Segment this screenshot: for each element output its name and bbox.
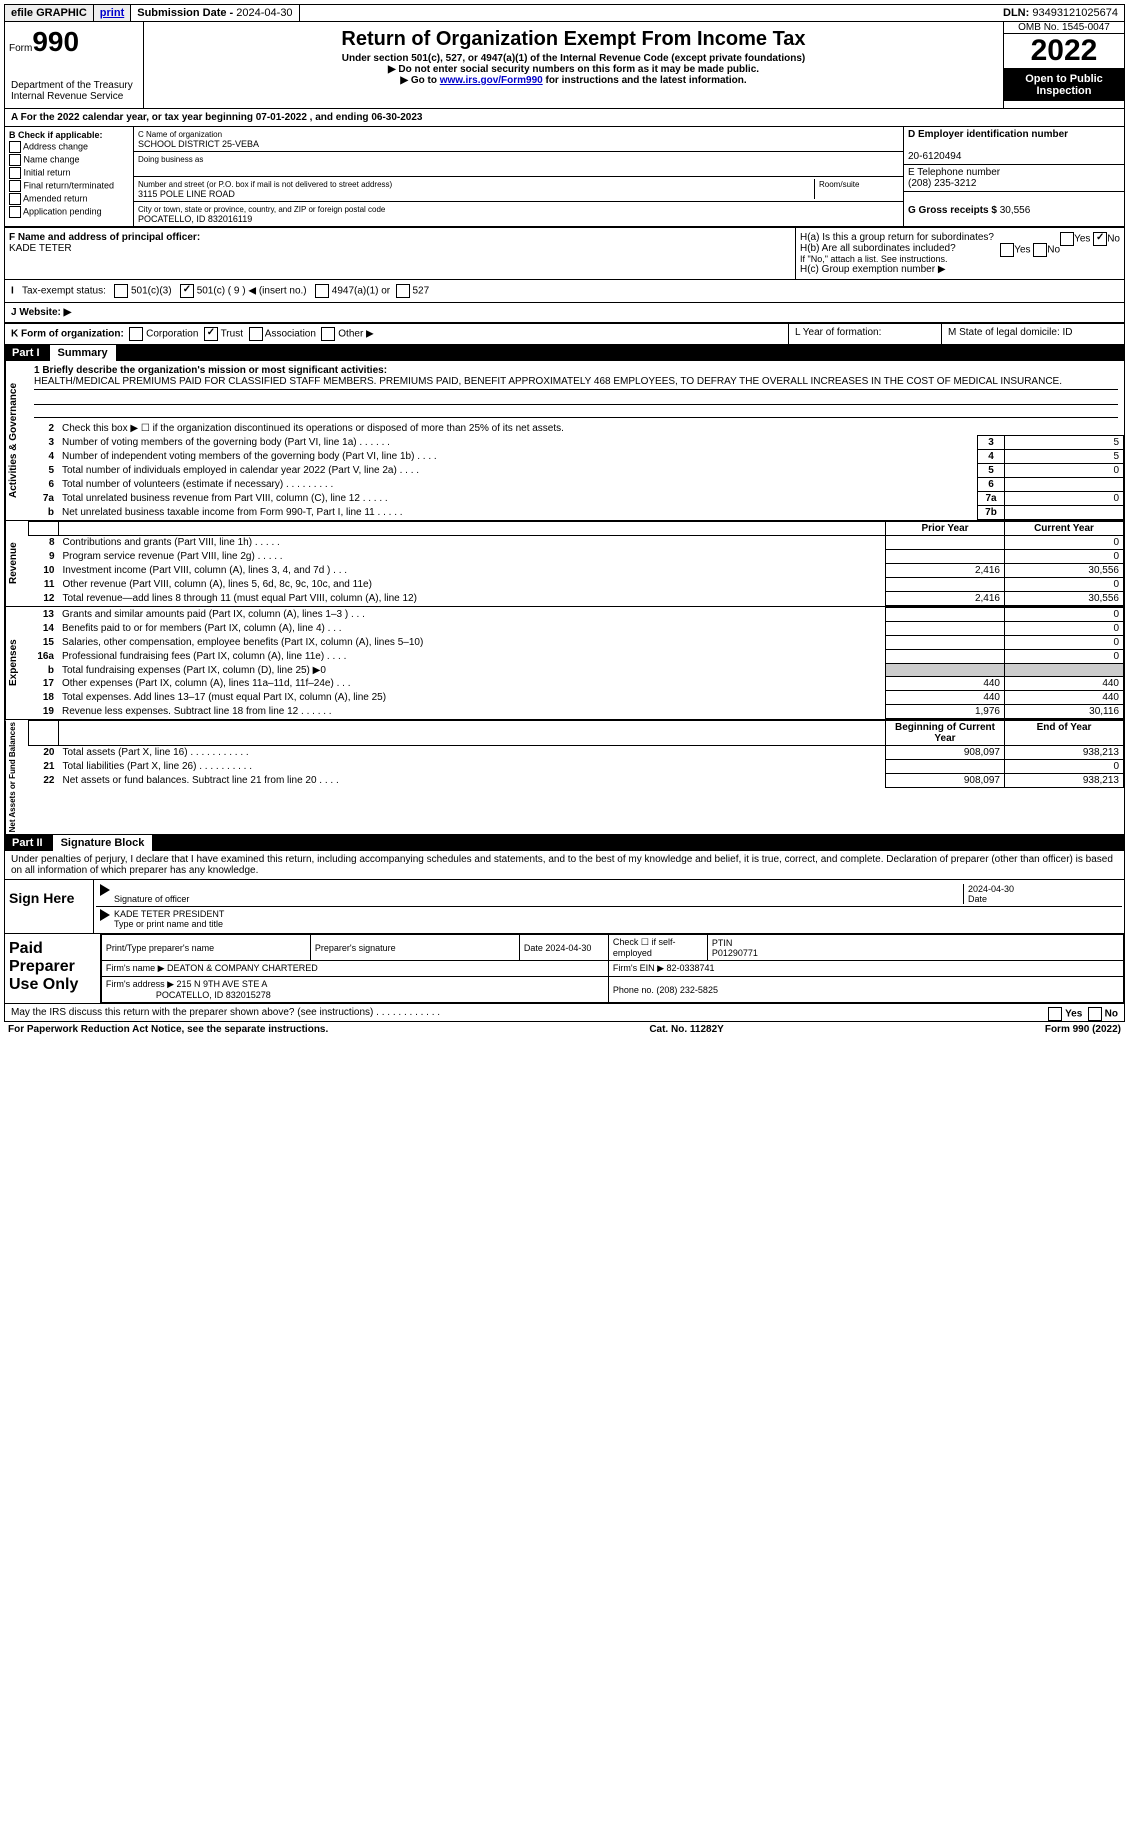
summary-activities: Activities & Governance 1 Briefly descri…	[4, 361, 1125, 521]
summary-netassets: Net Assets or Fund Balances Beginning of…	[4, 720, 1125, 835]
col-c: C Name of organizationSCHOOL DISTRICT 25…	[133, 127, 904, 226]
col-de: D Employer identification number20-61204…	[904, 127, 1124, 226]
form-org-row: K Form of organization: Corporation Trus…	[4, 323, 1125, 345]
entity-info: B Check if applicable: Address change Na…	[4, 127, 1125, 227]
col-b-checkboxes: B Check if applicable: Address change Na…	[5, 127, 133, 226]
chk-corp[interactable]	[129, 327, 143, 341]
firm-phone: (208) 232-5825	[656, 985, 718, 995]
ha-yes[interactable]	[1060, 232, 1074, 246]
part1-header: Part ISummary	[4, 345, 1125, 361]
table-row: 21Total liabilities (Part X, line 26) . …	[29, 760, 1124, 774]
dept-label: Department of the Treasury Internal Reve…	[9, 78, 139, 104]
principal-officer: KADE TETER	[9, 243, 72, 254]
ptin: P01290771	[712, 948, 758, 958]
table-row: 16aProfessional fundraising fees (Part I…	[28, 650, 1124, 664]
chk-501c[interactable]	[180, 284, 194, 298]
discuss-row: May the IRS discuss this return with the…	[4, 1004, 1125, 1022]
header: Form990 Department of the Treasury Inter…	[4, 22, 1125, 109]
table-row: 20Total assets (Part X, line 16) . . . .…	[29, 746, 1124, 760]
irs-link[interactable]: www.irs.gov/Form990	[440, 75, 543, 86]
mission-text: HEALTH/MEDICAL PREMIUMS PAID FOR CLASSIF…	[34, 376, 1118, 390]
table-row: 19Revenue less expenses. Subtract line 1…	[28, 705, 1124, 719]
table-row: 15Salaries, other compensation, employee…	[28, 636, 1124, 650]
year-box: OMB No. 1545-0047 2022 Open to Public In…	[1004, 22, 1124, 108]
vert-expenses: Expenses	[5, 607, 28, 719]
table-row: 17Other expenses (Part IX, column (A), l…	[28, 677, 1124, 691]
table-row: 14Benefits paid to or for members (Part …	[28, 622, 1124, 636]
dln: DLN: 93493121025674	[997, 5, 1124, 21]
discuss-yes[interactable]	[1048, 1007, 1062, 1021]
tax-status-row: I Tax-exempt status: 501(c)(3) 501(c) ( …	[4, 280, 1125, 303]
chk-501c3[interactable]	[114, 284, 128, 298]
chk-assoc[interactable]	[249, 327, 263, 341]
print-button[interactable]: print	[94, 5, 131, 21]
vert-activities: Activities & Governance	[5, 361, 28, 520]
org-name: SCHOOL DISTRICT 25-VEBA	[138, 139, 259, 149]
chk-final[interactable]	[9, 180, 21, 192]
table-row: bNet unrelated business taxable income f…	[28, 506, 1124, 520]
table-row: bTotal fundraising expenses (Part IX, co…	[28, 664, 1124, 677]
chk-app-pending[interactable]	[9, 206, 21, 218]
table-row: 4Number of independent voting members of…	[28, 450, 1124, 464]
table-row: 9Program service revenue (Part VIII, lin…	[29, 550, 1124, 564]
signer-name: KADE TETER PRESIDENT	[114, 909, 224, 919]
top-bar: efile GRAPHIC print Submission Date - 20…	[4, 4, 1125, 22]
title-box: Return of Organization Exempt From Incom…	[143, 22, 1004, 108]
table-row: 11Other revenue (Part VIII, column (A), …	[29, 578, 1124, 592]
tax-year: 2022	[1004, 33, 1124, 69]
table-row: 18Total expenses. Add lines 13–17 (must …	[28, 691, 1124, 705]
arrow-icon	[100, 909, 110, 921]
chk-527[interactable]	[396, 284, 410, 298]
ein: 20-6120494	[908, 151, 961, 162]
paid-preparer: Paid Preparer Use Only Print/Type prepar…	[4, 934, 1125, 1004]
efile-label: efile GRAPHIC	[5, 5, 94, 21]
lines-governance: 2Check this box ▶ ☐ if the organization …	[28, 422, 1124, 520]
page-title: Return of Organization Exempt From Incom…	[148, 28, 999, 51]
hb-yes[interactable]	[1000, 243, 1014, 257]
city-state-zip: POCATELLO, ID 832016119	[138, 214, 252, 224]
open-inspection: Open to Public Inspection	[1004, 69, 1124, 101]
chk-amended[interactable]	[9, 193, 21, 205]
table-row: 6Total number of volunteers (estimate if…	[28, 478, 1124, 492]
officer-group: F Name and address of principal officer:…	[4, 227, 1125, 280]
chk-4947[interactable]	[315, 284, 329, 298]
arrow-icon	[100, 884, 110, 896]
table-row: 5Total number of individuals employed in…	[28, 464, 1124, 478]
footer: For Paperwork Reduction Act Notice, see …	[4, 1022, 1125, 1037]
ha-no[interactable]	[1093, 232, 1107, 246]
table-row: 8Contributions and grants (Part VIII, li…	[29, 536, 1124, 550]
chk-name[interactable]	[9, 154, 21, 166]
form-id: Form990 Department of the Treasury Inter…	[5, 22, 143, 108]
table-row: 13Grants and similar amounts paid (Part …	[28, 608, 1124, 622]
row-a: A For the 2022 calendar year, or tax yea…	[4, 109, 1125, 127]
table-row: 22Net assets or fund balances. Subtract …	[29, 774, 1124, 788]
firm-name: DEATON & COMPANY CHARTERED	[167, 963, 318, 973]
vert-revenue: Revenue	[5, 521, 28, 606]
part2-header: Part IISignature Block	[4, 835, 1125, 851]
submission-date: Submission Date - 2024-04-30	[131, 5, 299, 21]
table-row: 12Total revenue—add lines 8 through 11 (…	[29, 592, 1124, 606]
table-row: 10Investment income (Part VIII, column (…	[29, 564, 1124, 578]
sign-here: Sign Here Signature of officer 2024-04-3…	[4, 880, 1125, 934]
chk-address[interactable]	[9, 141, 21, 153]
firm-address: 215 N 9TH AVE STE A	[177, 979, 268, 989]
summary-revenue: Revenue Prior YearCurrent Year 8Contribu…	[4, 521, 1125, 607]
vert-netassets: Net Assets or Fund Balances	[5, 720, 28, 834]
summary-expenses: Expenses 13Grants and similar amounts pa…	[4, 607, 1125, 720]
discuss-no[interactable]	[1088, 1007, 1102, 1021]
hb-no[interactable]	[1033, 243, 1047, 257]
chk-initial[interactable]	[9, 167, 21, 179]
firm-ein: 82-0338741	[667, 963, 715, 973]
perjury-declaration: Under penalties of perjury, I declare th…	[4, 851, 1125, 880]
chk-trust[interactable]	[204, 327, 218, 341]
chk-other[interactable]	[321, 327, 335, 341]
phone: (208) 235-3212	[908, 178, 976, 189]
website-row: J Website: ▶	[4, 303, 1125, 323]
gross-receipts: 30,556	[1000, 205, 1031, 216]
street-address: 3115 POLE LINE ROAD	[138, 189, 235, 199]
table-row: 3Number of voting members of the governi…	[28, 436, 1124, 450]
table-row: 7aTotal unrelated business revenue from …	[28, 492, 1124, 506]
